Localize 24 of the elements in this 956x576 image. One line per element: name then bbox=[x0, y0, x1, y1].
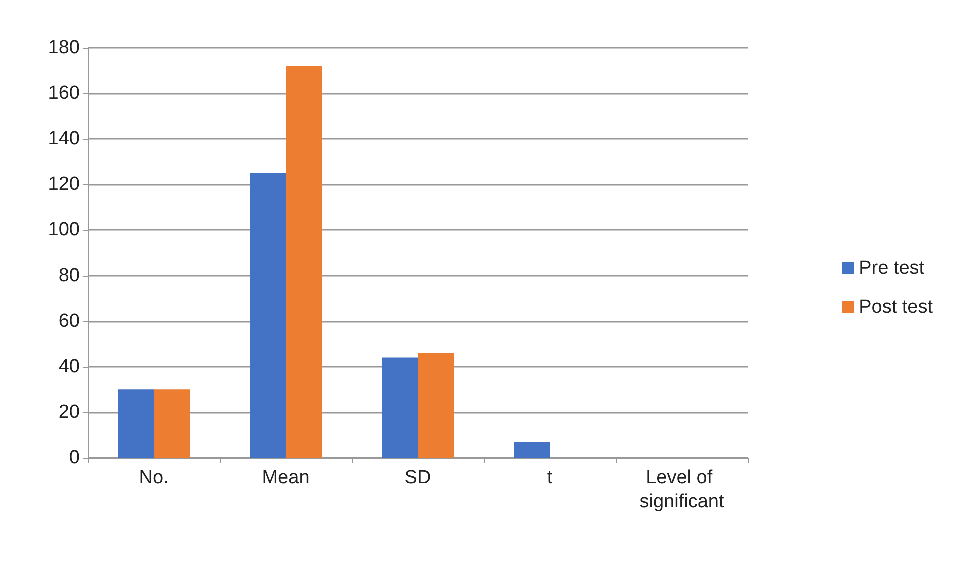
y-tick-label: 100 bbox=[48, 220, 80, 241]
legend-label: Pre test bbox=[859, 258, 926, 279]
y-tick-label: 180 bbox=[48, 38, 80, 58]
x-tick-label: SD bbox=[404, 468, 432, 488]
y-tick-label: 140 bbox=[48, 128, 80, 150]
bar bbox=[286, 66, 322, 458]
x-tick-label: Level of significant bbox=[640, 468, 725, 512]
bar bbox=[118, 390, 154, 458]
x-tick-label: No. bbox=[139, 468, 169, 488]
bar bbox=[514, 442, 550, 458]
y-tick-label: 60 bbox=[58, 310, 80, 332]
y-tick-label: 160 bbox=[48, 83, 80, 104]
bar bbox=[154, 390, 190, 458]
y-tick-label: 20 bbox=[58, 402, 80, 423]
y-tick-label: 40 bbox=[58, 356, 80, 378]
x-tick-label: Mean bbox=[262, 468, 310, 488]
bar bbox=[418, 353, 454, 458]
bar bbox=[250, 173, 286, 458]
y-tick-label: 80 bbox=[58, 265, 80, 286]
legend-label: Post test bbox=[859, 297, 934, 318]
y-tick-label: 0 bbox=[69, 448, 80, 468]
y-tick-label: 120 bbox=[48, 174, 80, 196]
x-tick-label: t bbox=[547, 468, 554, 488]
bar bbox=[382, 358, 418, 458]
